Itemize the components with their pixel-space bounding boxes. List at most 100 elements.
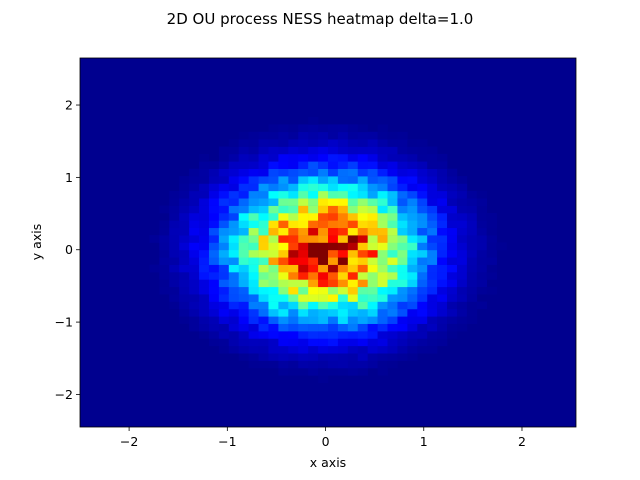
- heatmap-cell: [248, 308, 259, 317]
- heatmap-cell: [387, 146, 398, 155]
- heatmap-cell: [218, 345, 230, 354]
- heatmap-cell: [397, 331, 408, 339]
- heatmap-cell: [248, 131, 259, 140]
- heatmap-cell: [228, 345, 240, 354]
- heatmap-cell: [308, 220, 319, 229]
- heatmap-cell: [308, 345, 319, 354]
- heatmap-cell: [189, 227, 200, 236]
- heatmap-cell: [228, 220, 240, 229]
- heatmap-cell: [367, 235, 378, 243]
- heatmap-cell: [288, 286, 299, 295]
- heatmap-cell: [456, 242, 468, 251]
- heatmap-cell: [199, 205, 210, 214]
- heatmap-cell: [278, 286, 289, 295]
- heatmap-cell: [298, 161, 309, 169]
- heatmap-cell: [288, 249, 299, 258]
- heatmap-cell: [298, 249, 309, 258]
- x-tick-label: 0: [322, 434, 330, 449]
- heatmap-cell: [278, 272, 289, 280]
- heatmap-cell: [466, 257, 478, 265]
- heatmap-cell: [387, 264, 398, 273]
- heatmap-cell: [258, 279, 269, 288]
- heatmap-cell: [238, 235, 249, 243]
- heatmap-cell: [417, 272, 428, 280]
- heatmap-cell: [328, 353, 339, 361]
- heatmap-cell: [208, 308, 220, 317]
- heatmap-cell: [318, 235, 329, 243]
- heatmap-cell: [377, 220, 388, 229]
- heatmap-cell: [456, 249, 468, 258]
- heatmap-cell: [367, 161, 378, 169]
- heatmap-cell: [308, 117, 319, 125]
- heatmap-cell: [417, 249, 428, 258]
- heatmap-cell: [387, 220, 398, 229]
- heatmap-cell: [308, 331, 319, 339]
- heatmap-cell: [238, 242, 249, 251]
- heatmap-cell: [258, 220, 269, 229]
- heatmap-cell: [367, 264, 378, 273]
- heatmap-cell: [189, 279, 200, 288]
- heatmap-cell: [318, 161, 329, 169]
- heatmap-cell: [318, 168, 329, 177]
- heatmap-cell: [437, 331, 448, 339]
- heatmap-cell: [377, 139, 388, 147]
- heatmap-cell: [238, 183, 249, 192]
- heatmap-cell: [169, 272, 180, 280]
- heatmap-cell: [357, 301, 368, 310]
- heatmap-cell: [278, 205, 289, 214]
- heatmap-cell: [447, 168, 458, 177]
- heatmap-cell: [199, 198, 210, 206]
- heatmap-cell: [268, 176, 279, 184]
- heatmap-cell: [228, 190, 240, 199]
- heatmap-cell: [288, 235, 299, 243]
- heatmap-cell: [437, 242, 448, 251]
- heatmap-cell: [228, 153, 240, 162]
- heatmap-cell: [228, 227, 240, 236]
- heatmap-cell: [248, 257, 259, 265]
- heatmap-cell: [466, 198, 478, 206]
- heatmap-cell: [318, 375, 329, 384]
- heatmap-cell: [397, 176, 408, 184]
- heatmap-cell: [427, 264, 438, 273]
- heatmap-cell: [179, 308, 190, 317]
- heatmap-cell: [456, 294, 468, 302]
- heatmap-cell: [427, 212, 438, 221]
- heatmap-cell: [288, 257, 299, 265]
- heatmap-cell: [367, 323, 378, 332]
- heatmap-cell: [417, 153, 428, 162]
- heatmap-cell: [238, 190, 249, 199]
- heatmap-cell: [199, 286, 210, 295]
- heatmap-cell: [318, 279, 329, 288]
- heatmap-cell: [377, 227, 388, 236]
- heatmap-cell: [367, 146, 378, 155]
- heatmap-cell: [199, 323, 210, 332]
- heatmap-cell: [318, 294, 329, 302]
- heatmap-cell: [427, 153, 438, 162]
- heatmap-cell: [288, 338, 299, 347]
- heatmap-cell: [199, 331, 210, 339]
- heatmap-cell: [397, 316, 408, 324]
- heatmap-cell: [466, 190, 478, 199]
- heatmap-cell: [357, 190, 368, 199]
- heatmap-cell: [466, 212, 478, 221]
- heatmap-cell: [318, 301, 329, 310]
- x-tick-label: 2: [518, 434, 526, 449]
- heatmap-cell: [288, 308, 299, 317]
- heatmap-cell: [318, 360, 329, 369]
- heatmap-cell: [367, 183, 378, 192]
- heatmap-cell: [268, 338, 279, 347]
- heatmap-cell: [427, 176, 438, 184]
- heatmap-cell: [347, 124, 359, 133]
- heatmap-cell: [318, 124, 329, 133]
- heatmap-cell: [318, 367, 329, 376]
- heatmap-cell: [258, 227, 269, 236]
- heatmap-cell: [318, 198, 329, 206]
- heatmap-cell: [308, 353, 319, 361]
- heatmap-cell: [367, 338, 378, 347]
- heatmap-cell: [278, 338, 289, 347]
- heatmap-cell: [427, 279, 438, 288]
- heatmap-cell: [268, 205, 279, 214]
- heatmap-cell: [248, 345, 259, 354]
- heatmap-cell: [199, 249, 210, 258]
